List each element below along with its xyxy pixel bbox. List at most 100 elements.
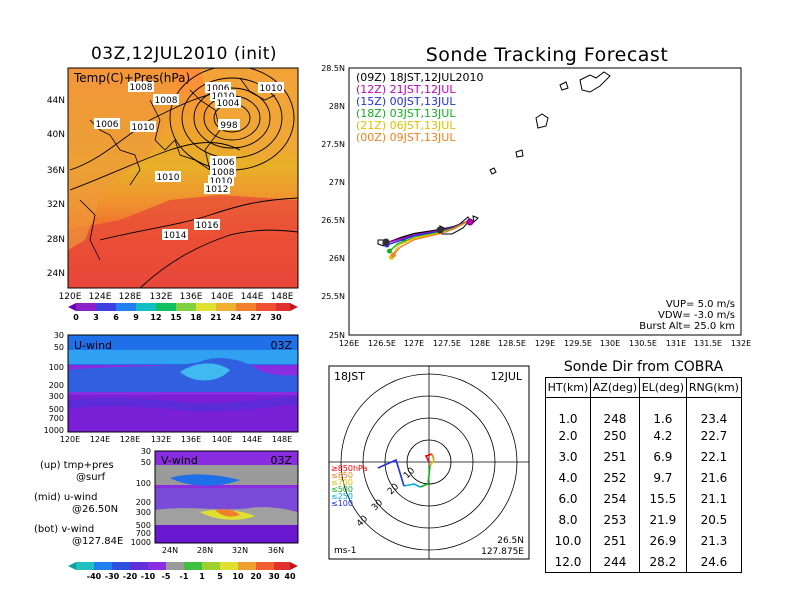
colorbar-tick: -40 [87,572,102,581]
lon-tick: 126.5E [368,339,396,348]
note-mid-level: @26.50N [72,504,118,515]
table-cell: 251 [590,530,640,552]
table-cell: 6.0 [545,488,591,510]
table-cell: 3.0 [545,446,591,468]
table-header: AZ(deg) [590,377,640,398]
x-tick: 36N [268,546,284,555]
lat-tick: 44N [47,96,65,106]
y-tick: 100 [136,479,151,488]
map-field-label: Temp(C)+Pres(hPa) [73,71,190,85]
lon-tick: 129E [535,339,555,348]
isobar [139,229,298,288]
lat-tick: 26.5N [321,216,345,225]
x-tick: 136E [181,435,201,444]
lat-tick: 36N [47,166,65,176]
colorbar-tick: 40 [284,572,296,581]
tracking-title: Sonde Tracking Forecast [426,44,669,66]
coastline [89,119,141,186]
track-series [382,219,470,260]
note-bot-level: @127.84E [72,536,123,547]
colorbar-tick: 9 [133,313,139,322]
y-tick: 50 [141,458,151,467]
burst-altitude: Burst Alt= 25.0 km [639,321,735,332]
table-cell: 252 [590,467,640,489]
x-tick: 148E [272,435,292,444]
u-wind-label: U-wind [74,339,112,352]
warm-sea-region [68,195,298,288]
v-wind-panel: V-wind 03Z [154,450,299,544]
hodograph-footer: 26.5N 127.875E ms-1 [334,536,524,557]
colorbar-tick: 10 [232,572,244,581]
lon-tick: 144E [241,292,264,302]
table-cell: 12.0 [545,551,591,573]
lat-tick: 28N [47,235,65,245]
lon-tick: 148E [271,292,294,302]
colorbar-tick: 30 [268,572,280,581]
level-legend: ≤850 [331,471,353,480]
y-tick: 200 [49,381,64,390]
legend-entry: (21Z) 06JST,13JUL [356,119,456,132]
lon-tick: 127.5E [433,339,461,348]
colorbar-ticks: 0 3 6 9 12 15 18 21 24 27 30 [73,313,282,322]
table-cell: 23.4 [700,411,728,426]
isobar [69,142,241,191]
table-cell: 6.9 [639,446,687,468]
x-tick: 140E [212,435,232,444]
table-cell: 22.1 [700,450,728,464]
contour-label: 1010 [132,123,155,133]
lon-tick: 126E [339,339,359,348]
launch-site-marker [466,218,474,226]
table-header: EL(deg) [639,377,687,398]
u-wind-x-ticks: 120E 124E 128E 132E 136E 140E 144E 148E [60,435,292,444]
table-header: HT(km) [545,377,591,398]
tracking-lat-ticks: 28.5N 28N 27.5N 27N 26.5N 26N 25.5N 25N [321,64,345,340]
table-cell: 28.2 [639,551,687,573]
lat-tick: 27N [329,178,345,187]
note-bot: (bot) v-wind [34,524,94,535]
tracking-lon-ticks: 126E 126.5E 127E 127.5E 128E 128.5E 129E… [339,339,751,348]
lat-tick: 28.5N [321,64,345,73]
hodograph-unit: ms-1 [334,546,356,556]
legend-entry: (12Z) 21JST,12JUL [356,83,456,96]
table-cell: 21.6 [700,471,728,485]
isobar [69,89,231,171]
lat-tick: 25.5N [321,292,345,301]
track-line [392,219,470,256]
lon-tick: 136E [180,292,203,302]
table-cell: 26.9 [639,530,687,552]
contour-label: 1006 [96,120,119,130]
hodograph-lon: 127.875E [481,547,524,557]
colorbar-tick: 20 [250,572,262,581]
colorbar-tick: 1 [199,572,205,581]
u-wind-time: 03Z [270,339,292,352]
colorbar-tick: 18 [190,313,202,322]
table-cell: 15.5 [639,488,687,510]
table-cell: 251 [590,446,640,468]
contour-label: 998 [220,121,237,131]
lon-tick: 127E [404,339,424,348]
u-wind-panel: U-wind 03Z [67,334,299,433]
mainland-asia [68,68,175,250]
track-end-point [387,248,392,254]
table-cell: 244 [590,551,640,573]
v-wind-y-ticks: 30 50 100 200 300 500 700 1000 [131,447,151,547]
lon-tick: 130E [600,339,620,348]
table-cell: 20.5 [700,513,728,527]
table-cell: 21.9 [639,509,687,531]
contour-label: 1004 [217,99,240,109]
table-cell: 2.0 [545,425,591,447]
lat-tick: 32N [47,200,65,210]
contour-label: 1008 [155,96,178,106]
x-tick: 124E [90,435,110,444]
colorbar-tick: 15 [170,313,182,322]
colorbar-tick: 0 [73,313,79,322]
wind-colorbar [68,562,298,570]
v-wind-label: V-wind [161,454,198,467]
x-tick: 132E [151,435,171,444]
colorbar-tick: -1 [180,572,189,581]
table-cell: 8.0 [545,509,591,531]
lat-tick: 26N [329,254,345,263]
note-mid: (mid) u-wind [34,492,97,503]
lon-tick: 132E [731,339,751,348]
